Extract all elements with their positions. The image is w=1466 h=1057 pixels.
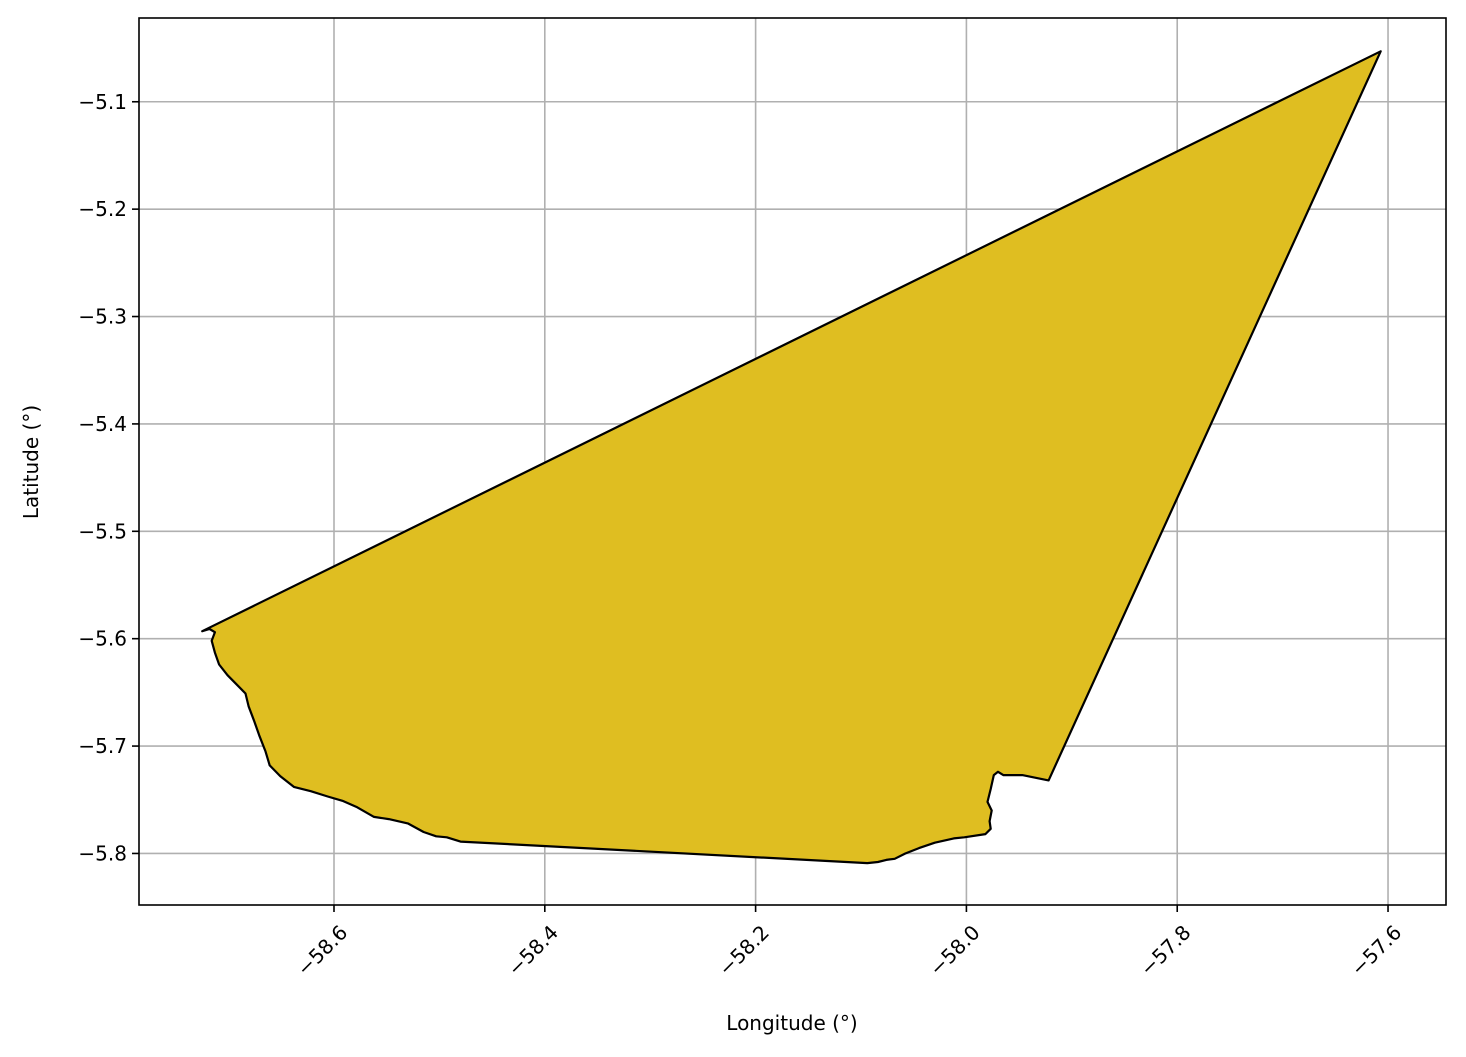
y-tick-label: −5.2 bbox=[78, 197, 127, 221]
x-axis-label: Longitude (°) bbox=[726, 1011, 857, 1035]
y-tick-label: −5.8 bbox=[78, 841, 127, 865]
y-tick-label: −5.3 bbox=[78, 305, 127, 329]
map-region-layer bbox=[201, 50, 1382, 865]
y-axis-label: Latitude (°) bbox=[19, 405, 43, 519]
y-tick-label: −5.4 bbox=[78, 412, 127, 436]
y-tick-label: −5.5 bbox=[78, 519, 127, 543]
region-polygon bbox=[201, 50, 1382, 865]
plot-frame bbox=[138, 17, 1447, 906]
y-tick-label: −5.6 bbox=[78, 627, 127, 651]
y-tick-label: −5.7 bbox=[78, 734, 127, 758]
y-tick-label: −5.1 bbox=[78, 90, 127, 114]
